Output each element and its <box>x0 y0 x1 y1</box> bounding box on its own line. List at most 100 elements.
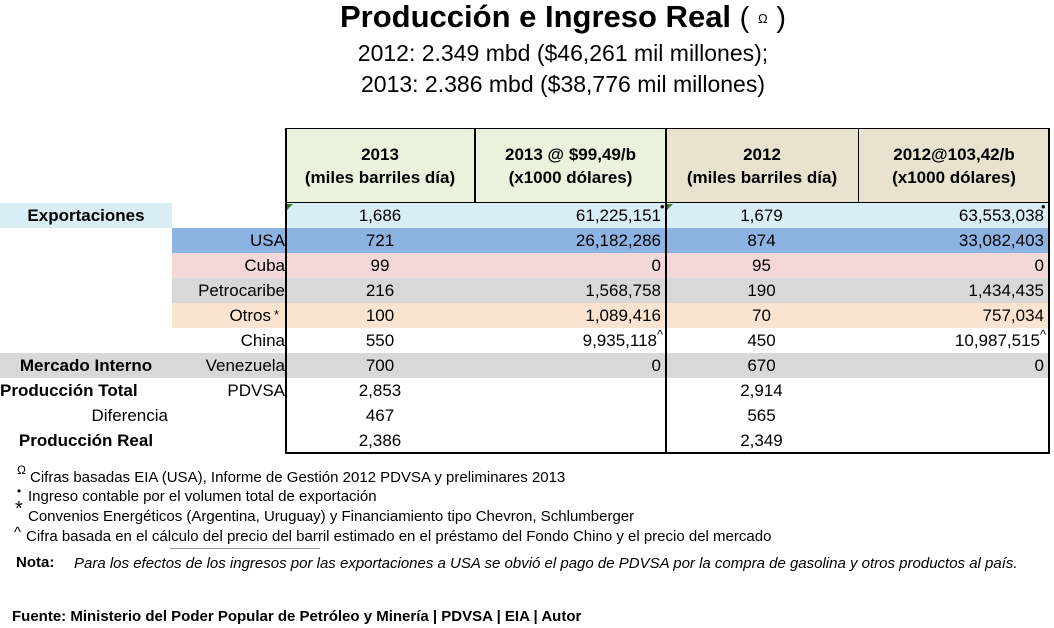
cell-2013-usd: 1,568,758 <box>585 281 661 300</box>
cell-2013-volume: 467 <box>365 406 395 425</box>
caret-icon: ^ <box>14 524 22 541</box>
page-title: Producción e Ingreso Real ( Ω ) <box>0 0 1054 40</box>
row-label-produccion-total: Producción Total <box>0 381 138 400</box>
cell-2013-usd: 26,182,286 <box>575 231 661 250</box>
omega-icon: Ω <box>17 463 26 477</box>
row-bg <box>172 303 1050 328</box>
dot-icon: • <box>1041 199 1046 214</box>
table-row: Mercado Interno Venezuela 700 0 670 0 <box>0 353 1050 378</box>
cell-2012-volume: 70 <box>752 306 771 325</box>
row-label-cuba: Cuba <box>244 256 285 275</box>
cell-2013-volume: 721 <box>365 231 395 250</box>
divider <box>170 548 320 549</box>
cell-2013-usd: 0 <box>651 256 661 275</box>
comment-marker-icon <box>287 204 293 210</box>
cell-2012-volume: 450 <box>747 331 776 350</box>
table-border <box>285 128 287 453</box>
cell-2012-usd: 757,034 <box>982 306 1044 325</box>
title-paren-open: ( <box>739 2 750 34</box>
footnote-dot: Ingreso contable por el volumen total de… <box>28 488 377 505</box>
row-label-china: China <box>240 331 285 350</box>
star-icon: * <box>15 498 23 520</box>
cell-2013-usd: 61,225,151 <box>575 206 661 225</box>
cell-2012-volume: 1,679 <box>740 206 783 225</box>
cell-2013-usd: 1,089,416 <box>585 306 661 325</box>
row-label-exportaciones: Exportaciones <box>27 206 145 225</box>
cell-2012-volume: 2,349 <box>740 431 783 450</box>
table-row: USA 721 26,182,286 874 33,082,403 <box>0 228 1050 253</box>
header-line: (x1000 dólares) <box>892 167 1016 187</box>
nota-label: Nota: <box>16 554 55 571</box>
cell-2012-usd: 63,553,038 <box>958 206 1044 225</box>
dot-icon: • <box>17 484 22 498</box>
row-label-venezuela: Venezuela <box>205 356 285 375</box>
omega-icon: Ω <box>757 11 768 26</box>
footnote-omega: Cifras basadas EIA (USA), Informe de Ges… <box>30 469 566 486</box>
table-row: Petrocaribe 216 1,568,758 190 1,434,435 <box>0 278 1050 303</box>
caret-icon: ^ <box>657 327 664 342</box>
header-line: (miles barriles día) <box>304 167 456 187</box>
source-line: Fuente: Ministerio del Poder Popular de … <box>12 608 582 625</box>
cell-2012-usd: 1,434,435 <box>968 281 1044 300</box>
header-line: 2012@103,42/b <box>893 144 1015 164</box>
footnote-star: Convenios Energéticos (Argentina, Urugua… <box>28 508 635 525</box>
row-label-otros: Otros <box>229 306 271 325</box>
header-line: (miles barriles día) <box>686 167 838 187</box>
cell-2013-volume: 99 <box>370 256 390 275</box>
table-row: Exportaciones 1,686 61,225,151 1,679 63,… <box>0 203 1050 228</box>
header-line: 2013 @ $99,49/b <box>505 144 636 164</box>
subtitle-2012: 2012: 2.349 mbd ($46,261 mil millones); <box>357 40 769 66</box>
subtitle-2013: 2013: 2.386 mbd ($38,776 mil millones) <box>360 71 765 97</box>
row-bg <box>172 253 1050 278</box>
comment-marker-icon <box>667 204 673 210</box>
header-line: (x1000 dólares) <box>508 167 633 187</box>
cell-2012-volume: 565 <box>747 406 776 425</box>
cell-2012-volume: 670 <box>747 356 776 375</box>
star-icon: * <box>274 307 280 322</box>
header-2012-usd: 2012@103,42/b (x1000 dólares) <box>858 128 1050 203</box>
table-border <box>1048 128 1050 453</box>
header-2013-volume: 2013 (miles barriles día) <box>285 128 475 203</box>
table-border <box>665 128 667 453</box>
table-row: Diferencia 467 565 <box>0 403 1050 428</box>
header-line: 2013 <box>361 144 399 164</box>
row-bg <box>172 278 1050 303</box>
row-label-produccion-real: Producción Real <box>18 431 154 450</box>
nota-text: Para los efectos de los ingresos por las… <box>74 555 1018 572</box>
header-2012-volume: 2012 (miles barriles día) <box>665 128 859 203</box>
cell-2013-volume: 100 <box>365 306 395 325</box>
cell-2013-volume: 2,853 <box>358 381 402 400</box>
row-label-petrocaribe: Petrocaribe <box>198 281 285 300</box>
cell-2012-usd: 0 <box>1034 356 1044 375</box>
table-row: Producción Real 2,386 2,349 <box>0 428 1050 453</box>
title-paren-close: ) <box>776 2 786 34</box>
header-2013-usd: 2013 @ $99,49/b (x1000 dólares) <box>475 128 666 203</box>
cell-2012-usd: 33,082,403 <box>958 231 1044 250</box>
cell-2013-volume: 216 <box>365 281 395 300</box>
footnote-caret: Cifra basada en el cálculo del precio de… <box>26 528 772 545</box>
cell-2013-volume: 550 <box>365 331 395 350</box>
dot-icon: • <box>660 199 665 214</box>
row-bg <box>172 228 1050 253</box>
cell-2012-usd: 0 <box>1034 256 1044 275</box>
cell-2013-volume: 1,686 <box>358 206 402 225</box>
table-row: Cuba 99 0 95 0 <box>0 253 1050 278</box>
cell-2013-volume: 2,386 <box>358 431 402 450</box>
header-line: 2012 <box>743 144 781 164</box>
cell-2013-volume: 700 <box>365 356 395 375</box>
cell-2012-volume: 95 <box>752 256 771 275</box>
table-row: China 550 9,935,118 450 10,987,515 <box>0 328 1050 353</box>
cell-2013-usd: 9,935,118 <box>582 331 657 350</box>
cell-2012-usd: 10,987,515 <box>954 331 1040 350</box>
row-label-mercado-interno: Mercado Interno <box>19 356 153 375</box>
row-label-usa: USA <box>250 231 285 250</box>
cell-2012-volume: 874 <box>747 231 776 250</box>
table-row: Producción Total PDVSA 2,853 2,914 <box>0 378 1050 403</box>
cell-2012-volume: 190 <box>747 281 776 300</box>
table-border <box>285 452 1050 454</box>
row-bg <box>0 203 172 228</box>
cell-2012-volume: 2,914 <box>740 381 783 400</box>
table-row: Otros * 100 1,089,416 70 757,034 <box>0 303 1050 328</box>
title-text: Producción e Ingreso Real <box>340 0 732 34</box>
row-label-diferencia: Diferencia <box>91 406 168 425</box>
